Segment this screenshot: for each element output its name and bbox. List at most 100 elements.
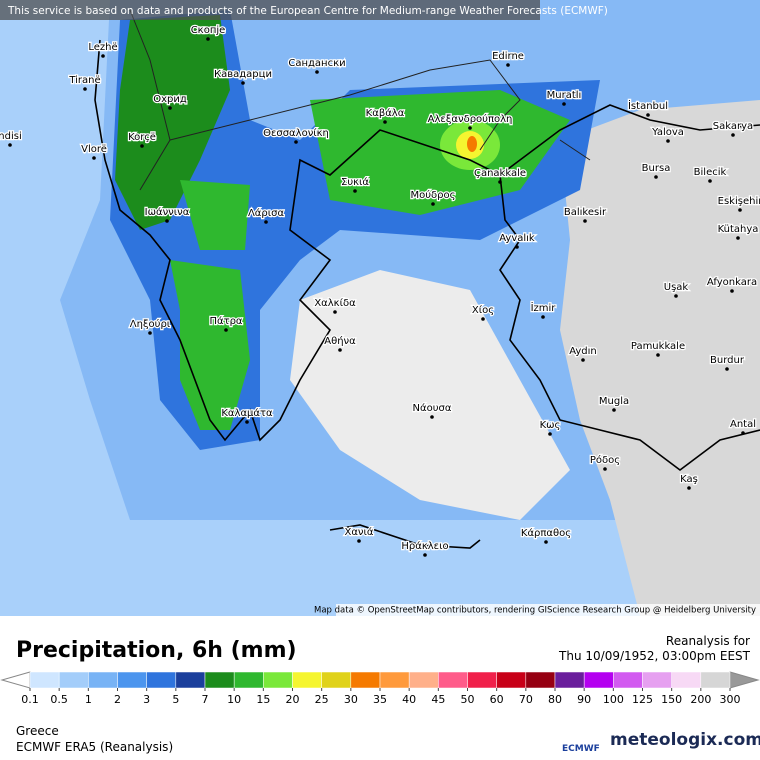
light-precip xyxy=(0,0,130,616)
city-label: Bursa xyxy=(642,163,671,174)
city-dot xyxy=(338,348,342,352)
colorbar-box xyxy=(379,671,410,689)
reanalysis-label: Reanalysis for xyxy=(665,634,750,648)
city-dot xyxy=(315,70,319,74)
city-label: Πάτρα xyxy=(209,315,242,327)
notice-bg xyxy=(0,0,540,20)
region: Greece xyxy=(16,724,59,738)
city-label: Συκιά xyxy=(341,176,369,188)
city-label: Κάρπαθος xyxy=(521,527,571,539)
colorbar-label: 80 xyxy=(548,693,562,706)
crete xyxy=(329,524,481,549)
colorbar-label: 3 xyxy=(143,693,150,706)
city-label: Yalova xyxy=(651,127,684,138)
city-label: Νάουσα xyxy=(413,402,452,414)
colorbar-box xyxy=(642,671,672,689)
city-label: Kütahya xyxy=(718,224,759,235)
city-dot xyxy=(736,236,740,240)
city-dot xyxy=(731,133,735,137)
colorbar-label: 2 xyxy=(114,693,121,706)
city-dot xyxy=(333,310,337,314)
colorbar-label: 100 xyxy=(603,693,624,706)
dry-area xyxy=(290,270,570,520)
colorbar-box xyxy=(350,671,381,689)
city-label: Χανιά xyxy=(344,526,373,538)
city-label: Afyonkara xyxy=(707,277,757,288)
heavy-precip xyxy=(180,180,250,250)
city-label: Burdur xyxy=(710,355,745,366)
city-dot xyxy=(498,180,502,184)
city-dot xyxy=(357,539,361,543)
city-dot xyxy=(353,189,357,193)
colorbar: 0.1 0.5 1 2 3 5 7 10 15 20 25 30 35 40 45 50 60 70 80 90 100… xyxy=(0,671,760,706)
heavy-precip xyxy=(170,260,250,430)
colorbar-label: 30 xyxy=(344,693,358,706)
city-label: Muratlı xyxy=(547,90,582,101)
colorbar-label: 150 xyxy=(661,693,682,706)
city-label: Χαλκίδα xyxy=(314,297,356,309)
city-label: Tiranë xyxy=(68,75,100,86)
city-dot xyxy=(730,289,734,293)
city-label: ndisi xyxy=(0,131,22,142)
city-dot xyxy=(430,415,434,419)
colorbar-box xyxy=(700,671,731,689)
city-label: Кавадарци xyxy=(214,69,272,80)
city-label: Kaş xyxy=(680,474,698,485)
city-label: Χίος xyxy=(472,304,494,316)
city-label: Edirne xyxy=(492,51,524,62)
city-dot xyxy=(725,367,729,371)
city-dot xyxy=(140,144,144,148)
city-dot xyxy=(168,106,172,110)
city-dot xyxy=(241,81,245,85)
city-label: Mugla xyxy=(599,396,629,407)
city-label: Αθήνα xyxy=(324,335,356,347)
heavy-precip xyxy=(310,90,570,215)
city-dot xyxy=(383,120,387,124)
notice: This service is based on data and produc… xyxy=(7,5,608,17)
colorbar-box xyxy=(554,671,585,689)
city-label: İstanbul xyxy=(628,99,668,112)
city-label: Ρόδος xyxy=(590,454,620,466)
city-labels: Lezhë Скопје Tiranë Кавадарци Сандански Edirn… xyxy=(0,23,760,557)
city-dot xyxy=(83,87,87,91)
colorbar-box xyxy=(467,671,497,689)
title: Precipitation, 6h (mm) xyxy=(16,638,297,663)
city-label: Balıkesir xyxy=(564,207,607,218)
city-label: Aydın xyxy=(569,346,597,357)
city-label: Μούδρος xyxy=(411,189,456,201)
city-dot xyxy=(656,353,660,357)
attribution-bg xyxy=(336,604,760,616)
colorbar-box xyxy=(292,671,322,689)
colorbar-box xyxy=(88,671,118,689)
datetime: Thu 10/09/1952, 03:00pm EEST xyxy=(559,649,750,663)
city-dot xyxy=(481,317,485,321)
colorbar-label: 50 xyxy=(461,693,475,706)
colorbar-box xyxy=(671,671,702,689)
border xyxy=(129,9,591,191)
city-label: Λάρισα xyxy=(248,207,285,219)
city-label: Ιωάννινα xyxy=(145,206,190,218)
colorbar-label: 200 xyxy=(690,693,711,706)
city-dot xyxy=(245,420,249,424)
city-dot xyxy=(506,63,510,67)
colorbar-label: 125 xyxy=(632,693,653,706)
city-dot xyxy=(8,143,12,147)
city-label: Lezhë xyxy=(88,42,117,53)
colorbar-box xyxy=(438,671,468,689)
city-dot xyxy=(224,328,228,332)
city-label: Θεσσαλονίκη xyxy=(263,127,329,139)
city-label: Καβάλα xyxy=(366,107,405,119)
colorbar-label: 7 xyxy=(202,693,209,706)
city-label: Vlorë xyxy=(81,144,107,155)
over-arrow xyxy=(729,671,760,689)
colorbar-box xyxy=(263,671,293,689)
city-dot xyxy=(674,294,678,298)
city-dot xyxy=(666,139,670,143)
city-dot xyxy=(92,156,96,160)
city-dot xyxy=(687,486,691,490)
city-dot xyxy=(548,432,552,436)
attribution: Map data © OpenStreetMap contributors, r… xyxy=(314,606,756,616)
colorbar-label: 20 xyxy=(286,693,300,706)
city-dot xyxy=(544,540,548,544)
